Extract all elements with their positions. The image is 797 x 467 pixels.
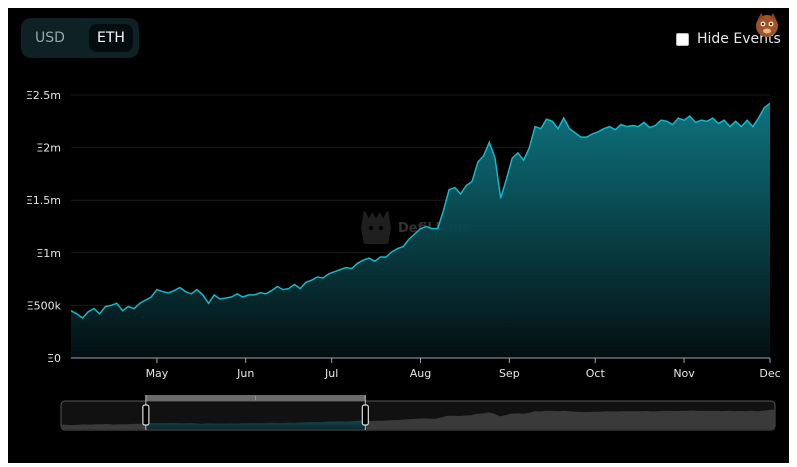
currency-toggle: USD ETH: [21, 18, 139, 58]
area-layer: [70, 102, 771, 359]
chart-panel: USD ETH Hide Events DefiLlama: [8, 8, 789, 463]
eth-toggle-button[interactable]: ETH: [89, 24, 133, 52]
brush-right-handle[interactable]: [361, 404, 369, 426]
y-tick-label: Ξ1.5m: [26, 194, 61, 207]
x-tick-label: Dec: [759, 367, 780, 380]
watermark-llama-icon: [361, 210, 391, 244]
x-tick-label: Aug: [410, 367, 431, 380]
hide-events-toggle[interactable]: Hide Events: [676, 30, 781, 48]
hide-events-checkbox[interactable]: [676, 32, 689, 46]
x-tick-label: Nov: [673, 367, 695, 380]
series-area-fill: [71, 103, 770, 359]
llama-icon: [756, 13, 778, 37]
y-tick-label: Ξ2m: [36, 142, 61, 155]
hide-events-label: Hide Events: [697, 31, 781, 47]
usd-toggle-button[interactable]: USD: [35, 30, 65, 46]
x-tick-label: Sep: [499, 367, 520, 380]
y-tick-label: Ξ500k: [27, 299, 62, 312]
x-tick-label: Jun: [236, 367, 254, 380]
y-tick-label: Ξ1m: [36, 247, 61, 260]
brush-navigator[interactable]: ⦙: [60, 395, 776, 431]
series-line: [70, 102, 771, 320]
y-tick-label: Ξ0: [47, 352, 61, 365]
axis-layer: Ξ0 Ξ500k Ξ1m Ξ1.5m Ξ2m Ξ2.5m May Jun Jul Aug Sep Oc…: [26, 89, 781, 380]
brush-left-handle[interactable]: [142, 404, 150, 426]
chart-svg: Ξ0 Ξ500k Ξ1m Ξ1.5m Ξ2m Ξ2.5m May Jun Jul Aug Sep Oc…: [26, 89, 781, 431]
brush-selected-area: [145, 420, 366, 429]
x-tick-label: May: [146, 367, 169, 380]
y-tick-label: Ξ2.5m: [26, 89, 61, 102]
x-tick-label: Jul: [324, 367, 338, 380]
x-tick-label: Oct: [586, 367, 606, 380]
brush-drag-bar[interactable]: [145, 395, 366, 401]
brush-grip-icon[interactable]: ⦙: [255, 395, 256, 402]
